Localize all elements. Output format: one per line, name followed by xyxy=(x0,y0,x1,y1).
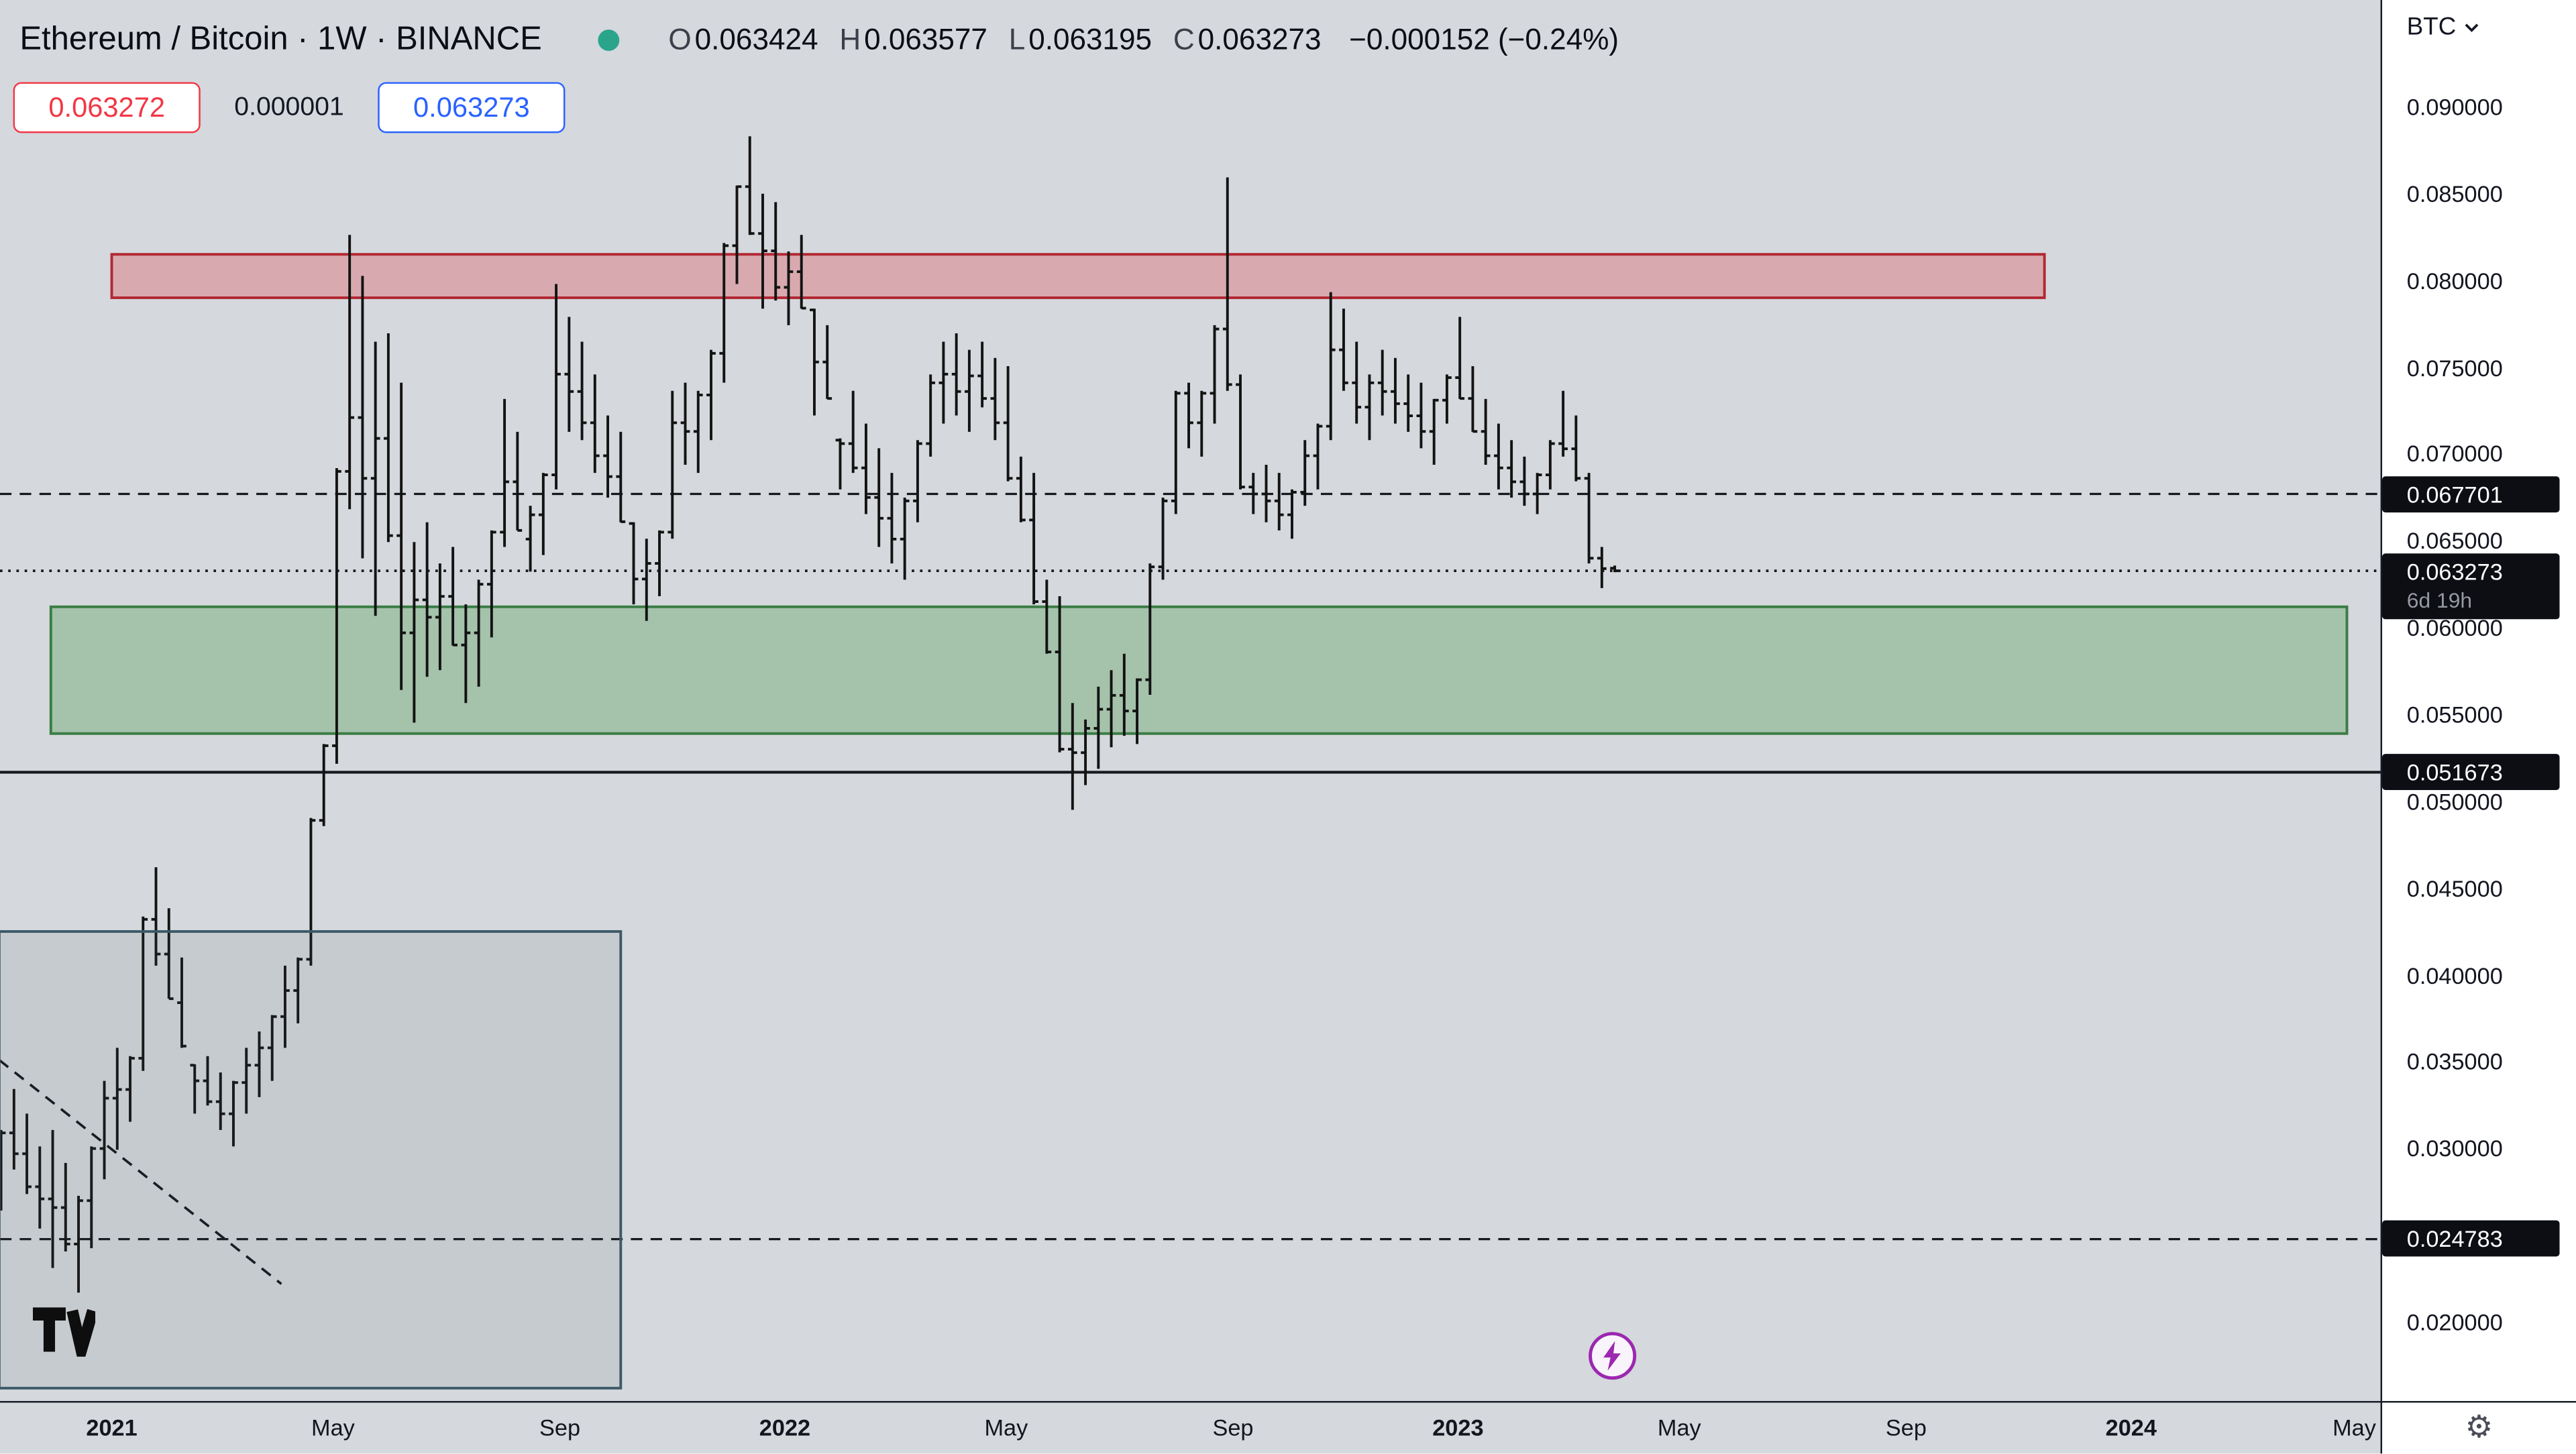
time-axis-label[interactable]: Sep xyxy=(539,1414,581,1441)
time-axis-label[interactable]: 2021 xyxy=(86,1414,138,1441)
trendline[interactable] xyxy=(0,1059,282,1285)
price-axis-label: 0.075000 xyxy=(2406,353,2503,381)
symbol-title[interactable]: Ethereum / Bitcoin · 1W · BINANCE xyxy=(19,20,542,57)
axis-currency-toggle[interactable]: BTC xyxy=(2406,13,2479,42)
last-price-badge: 0.063273 6d 19h xyxy=(2382,553,2560,619)
chart-pane[interactable]: Ethereum / Bitcoin · 1W · BINANCE O 0.063… xyxy=(0,0,2381,1401)
accumulation-box[interactable] xyxy=(0,930,623,1390)
bar-countdown: 6d 19h xyxy=(2406,587,2473,612)
tradingview-logo[interactable] xyxy=(32,1307,99,1374)
badge-price-value: 0.067701 xyxy=(2406,480,2503,508)
time-axis-label[interactable]: May xyxy=(2332,1414,2376,1441)
time-axis[interactable]: 2021 May Sep 2022 May Sep 2023 May Sep 2024 May xyxy=(0,1400,2381,1454)
price-axis-label: 0.050000 xyxy=(2406,788,2503,815)
level-price-badge: 0.024783 xyxy=(2382,1221,2560,1257)
buy-price-button[interactable]: 0.063273 xyxy=(378,82,566,133)
ohlc-high-value: 0.063577 xyxy=(864,22,987,56)
price-axis-label: 0.080000 xyxy=(2406,267,2503,294)
price-axis[interactable]: BTC 0.090000 0.085000 0.080000 0.075000 0.07… xyxy=(2380,0,2576,1401)
boost-button[interactable] xyxy=(1585,1329,1640,1383)
price-axis-label: 0.020000 xyxy=(2406,1308,2503,1336)
ohlc-bars xyxy=(0,136,1619,1293)
ohlc-legend: O 0.063424 H 0.063577 L 0.063195 C 0.063273 … xyxy=(668,22,1619,56)
axis-currency-label: BTC xyxy=(2406,13,2457,42)
time-axis-label[interactable]: May xyxy=(311,1414,355,1441)
time-axis-label[interactable]: May xyxy=(984,1414,1028,1441)
price-axis-label: 0.065000 xyxy=(2406,527,2503,554)
ohlc-open-label: O xyxy=(668,22,692,56)
level-price-badge: 0.067701 xyxy=(2382,476,2560,512)
price-axis-label: 0.045000 xyxy=(2406,875,2503,901)
chevron-down-icon xyxy=(2465,23,2479,32)
market-status-dot[interactable] xyxy=(598,28,619,50)
change-value: −0.000152 (−0.24%) xyxy=(1349,22,1619,56)
badge-price-value: 0.051673 xyxy=(2406,759,2503,785)
time-axis-label[interactable]: May xyxy=(1657,1414,1701,1441)
chart-legend: Ethereum / Bitcoin · 1W · BINANCE O 0.063… xyxy=(19,15,1619,64)
badge-price-value: 0.063273 xyxy=(2406,557,2503,584)
price-axis-label: 0.060000 xyxy=(2406,614,2503,641)
price-axis-label: 0.040000 xyxy=(2406,962,2503,989)
price-chart-canvas[interactable] xyxy=(0,0,2381,1401)
ohlc-open-value: 0.063424 xyxy=(694,22,818,56)
bid-ask-widget: 0.063272 0.000001 0.063273 xyxy=(13,82,566,133)
gear-icon[interactable]: ⚙ xyxy=(2465,1411,2493,1446)
time-axis-label[interactable]: Sep xyxy=(1885,1414,1927,1441)
sell-price-button[interactable]: 0.063272 xyxy=(13,82,201,133)
time-axis-label[interactable]: 2023 xyxy=(1432,1414,1484,1441)
tradingview-logo-icon xyxy=(32,1307,99,1374)
price-axis-label: 0.035000 xyxy=(2406,1048,2503,1075)
supply-zone[interactable] xyxy=(110,253,2046,299)
ohlc-low-label: L xyxy=(1008,22,1026,56)
time-axis-label[interactable]: 2024 xyxy=(2105,1414,2157,1441)
axis-settings-corner: ⚙ xyxy=(2380,1400,2576,1454)
level-price-badge: 0.051673 xyxy=(2382,754,2560,791)
price-axis-label: 0.085000 xyxy=(2406,180,2503,207)
price-axis-label: 0.070000 xyxy=(2406,441,2503,467)
ohlc-low-value: 0.063195 xyxy=(1028,22,1152,56)
demand-zone[interactable] xyxy=(49,605,2349,735)
spread-value: 0.000001 xyxy=(234,93,344,121)
badge-price-value: 0.024783 xyxy=(2406,1225,2503,1253)
time-axis-label[interactable]: 2022 xyxy=(759,1414,811,1441)
ohlc-close-value: 0.063273 xyxy=(1197,22,1322,56)
ohlc-close-label: C xyxy=(1173,22,1195,56)
price-axis-label: 0.090000 xyxy=(2406,93,2503,120)
ohlc-high-label: H xyxy=(839,22,861,56)
time-axis-label[interactable]: Sep xyxy=(1212,1414,1254,1441)
price-axis-label: 0.030000 xyxy=(2406,1135,2503,1162)
price-axis-label: 0.055000 xyxy=(2406,701,2503,728)
lightning-boost-icon xyxy=(1589,1332,1637,1380)
